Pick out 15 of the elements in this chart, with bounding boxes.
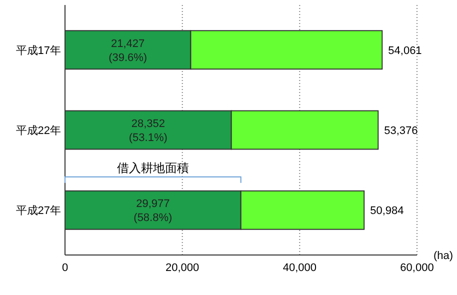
data-label: 29,977 (58.8%)	[134, 198, 172, 224]
x-tick-label: 60,000	[400, 262, 434, 274]
total-label: 53,376	[384, 125, 418, 137]
x-tick-label: 20,000	[166, 262, 200, 274]
y-tick-label: 平成27年	[16, 204, 61, 218]
total-label: 50,984	[370, 205, 404, 218]
x-tick-label: 40,000	[282, 262, 316, 274]
x-tick-label: 0	[62, 262, 68, 274]
x-axis-title: (ha)	[433, 250, 453, 262]
annotation: 借入耕地面積	[116, 160, 189, 175]
total-label: 54,061	[388, 44, 422, 57]
data-label: 28,352 (53.1%)	[128, 118, 168, 144]
data-label: 21,427 (39.6%)	[108, 38, 148, 64]
y-tick-label: 平成22年	[16, 124, 61, 137]
y-tick-label: 平成17年	[16, 44, 61, 57]
